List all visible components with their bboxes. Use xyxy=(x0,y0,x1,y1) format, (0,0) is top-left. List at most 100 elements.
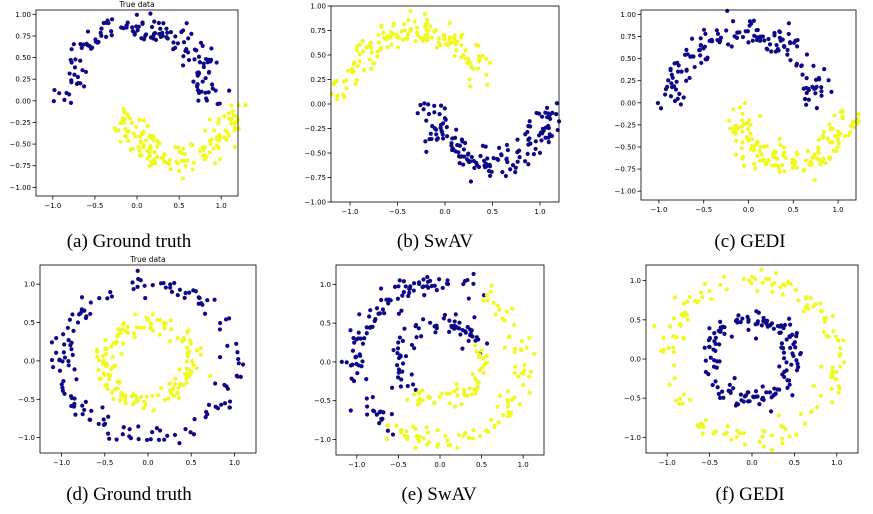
data-point xyxy=(526,374,532,379)
data-point xyxy=(652,323,657,329)
data-point xyxy=(671,334,676,339)
data-point xyxy=(426,394,431,399)
data-point xyxy=(173,145,178,150)
data-point xyxy=(191,362,196,368)
data-point xyxy=(217,116,222,122)
data-point xyxy=(764,144,769,149)
data-point xyxy=(688,397,693,402)
data-point xyxy=(516,374,521,379)
data-point xyxy=(757,402,762,407)
data-point xyxy=(795,152,800,157)
data-point xyxy=(153,37,159,43)
data-point xyxy=(169,327,174,332)
data-point xyxy=(369,50,374,55)
x-tick-label: 0.0 xyxy=(746,459,757,467)
data-point xyxy=(475,384,480,389)
data-point xyxy=(819,364,824,369)
data-point xyxy=(143,402,148,407)
data-point xyxy=(789,362,794,367)
data-point xyxy=(402,28,408,33)
data-point xyxy=(80,412,85,417)
x-tick-label: 1.0 xyxy=(534,208,545,216)
data-point xyxy=(379,297,384,303)
data-point xyxy=(111,396,116,402)
data-point xyxy=(426,430,431,435)
data-point xyxy=(131,330,136,336)
data-point xyxy=(778,284,783,290)
data-point xyxy=(746,327,751,332)
data-point xyxy=(466,338,471,343)
data-point xyxy=(209,46,214,51)
data-point xyxy=(766,277,772,282)
data-point xyxy=(731,386,736,391)
data-point xyxy=(452,54,457,59)
data-point xyxy=(471,281,476,286)
data-point xyxy=(482,158,487,163)
data-point xyxy=(389,411,394,417)
data-point xyxy=(413,322,419,328)
data-point xyxy=(742,442,748,447)
data-point xyxy=(745,136,750,141)
y-tick-label: 0.0 xyxy=(24,357,35,365)
data-point xyxy=(455,445,460,451)
data-point xyxy=(165,36,170,41)
data-point xyxy=(136,276,141,282)
data-point xyxy=(506,410,511,415)
data-point xyxy=(75,320,81,325)
data-point xyxy=(391,23,396,28)
data-point xyxy=(780,292,785,297)
data-point xyxy=(167,339,173,344)
data-point xyxy=(428,131,433,136)
data-point xyxy=(713,429,719,434)
data-point xyxy=(203,415,208,420)
data-point xyxy=(461,162,466,167)
data-point xyxy=(707,344,712,350)
data-point xyxy=(107,436,112,441)
data-point xyxy=(372,409,377,414)
data-point xyxy=(411,288,416,293)
x-tick-label: 1.0 xyxy=(518,461,529,469)
data-point xyxy=(112,126,117,131)
data-point xyxy=(400,293,405,298)
data-point xyxy=(72,65,78,70)
data-point xyxy=(476,53,482,59)
panel-f-caption: (f) GEDI xyxy=(715,484,785,505)
data-point xyxy=(137,134,142,139)
data-point xyxy=(458,35,464,40)
data-point xyxy=(435,136,440,141)
x-tick-label: 0.0 xyxy=(131,202,142,210)
data-point xyxy=(812,152,817,157)
data-point xyxy=(439,103,444,108)
data-point xyxy=(522,362,527,367)
data-point xyxy=(440,391,445,396)
data-point xyxy=(461,53,466,58)
data-point xyxy=(784,337,789,342)
data-point xyxy=(360,359,365,364)
data-point xyxy=(468,333,473,338)
data-point xyxy=(212,128,217,133)
data-point xyxy=(150,283,155,288)
data-point xyxy=(397,335,402,340)
data-point xyxy=(800,72,805,77)
data-point xyxy=(425,35,430,40)
data-point xyxy=(144,394,149,399)
x-tick-label: −0.5 xyxy=(389,208,406,216)
data-point xyxy=(396,311,401,316)
data-point xyxy=(120,341,126,346)
data-point xyxy=(757,439,762,444)
data-point xyxy=(764,46,769,51)
data-point xyxy=(206,90,211,95)
y-tick-label: −1.00 xyxy=(10,184,31,192)
x-tick-label: −1.0 xyxy=(650,206,667,214)
data-point xyxy=(405,397,410,402)
data-point xyxy=(459,42,464,48)
data-point xyxy=(231,113,236,118)
data-point xyxy=(455,393,460,398)
data-point xyxy=(113,363,118,368)
data-point xyxy=(513,170,518,175)
data-point xyxy=(154,426,159,431)
data-point xyxy=(527,390,532,395)
data-point xyxy=(758,144,763,150)
data-point xyxy=(109,294,114,299)
data-point xyxy=(159,155,164,160)
